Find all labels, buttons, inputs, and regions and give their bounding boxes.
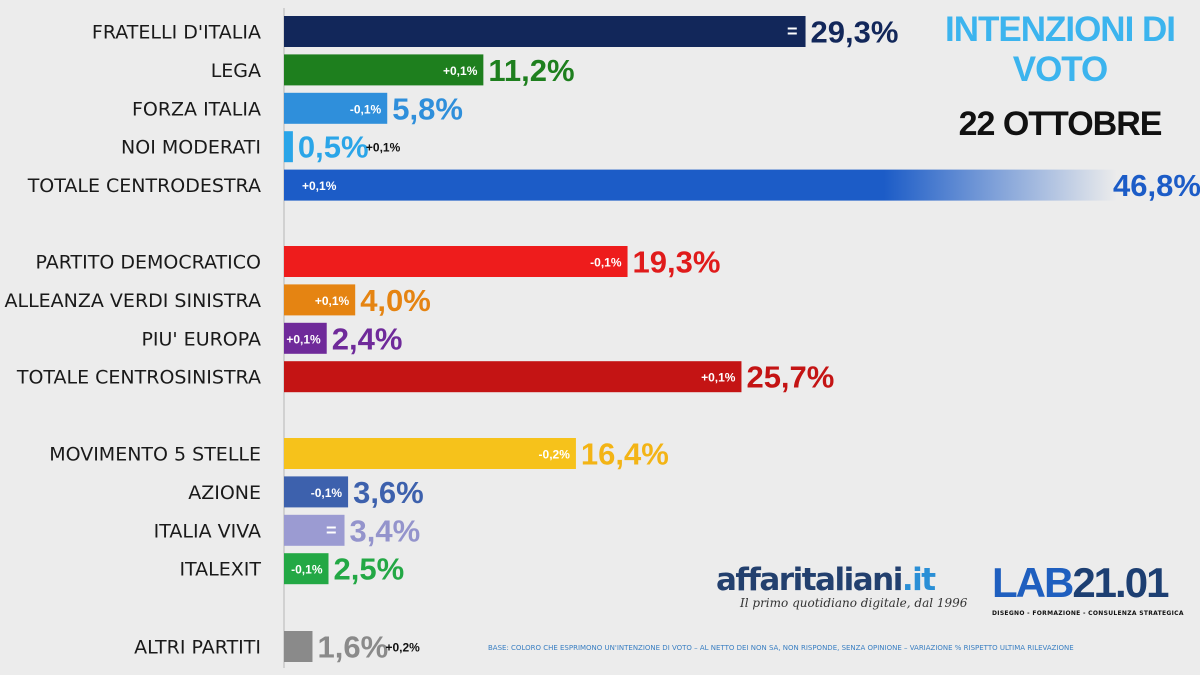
category-label: ALTRI PARTITI: [134, 637, 261, 659]
value-label: 29,3%: [811, 15, 899, 50]
change-label: +0,1%: [366, 141, 401, 155]
bar: [284, 514, 345, 546]
change-label: =: [326, 520, 337, 540]
value-label: 5,8%: [392, 91, 463, 126]
lab-prefix: LAB: [992, 559, 1074, 606]
change-label: +0,1%: [315, 294, 350, 308]
chart-title: INTENZIONI DI VOTO: [944, 10, 1176, 89]
value-label: 3,6%: [353, 475, 424, 510]
value-label: 1,6%: [317, 630, 388, 665]
value-label: 3,4%: [350, 513, 421, 548]
category-label: NOI MODERATI: [121, 137, 261, 159]
value-label: 11,2%: [488, 53, 574, 88]
bar: [284, 246, 628, 277]
category-label: MOVIMENTO 5 STELLE: [49, 444, 261, 466]
change-label: -0,1%: [590, 256, 622, 270]
change-label: -0,2%: [539, 448, 571, 462]
category-label: ITALEXIT: [179, 559, 261, 581]
bar: [284, 131, 293, 163]
change-label: =: [787, 22, 798, 42]
change-label: +0,2%: [385, 641, 420, 655]
lab-wordmark: LAB21.01: [992, 562, 1172, 604]
change-label: +0,1%: [701, 371, 736, 385]
value-label: 25,7%: [746, 360, 834, 395]
bar: [284, 553, 329, 585]
lab2101-logo: LAB21.01 DISEGNO - FORMAZIONE - CONSULEN…: [992, 562, 1184, 618]
bar: [284, 169, 1118, 201]
category-label: FORZA ITALIA: [132, 98, 261, 120]
bar: [284, 54, 484, 86]
change-label: -0,1%: [291, 563, 323, 577]
bar: [284, 322, 327, 354]
bar: [284, 16, 806, 47]
category-label: AZIONE: [188, 482, 261, 504]
bar: [284, 92, 388, 124]
bar: [284, 361, 742, 393]
category-label: PIU' EUROPA: [141, 328, 261, 350]
category-label: PARTITO DEMOCRATICO: [35, 252, 261, 274]
value-label: 46,8%: [1113, 168, 1200, 203]
category-label: TOTALE CENTRODESTRA: [27, 175, 261, 197]
brand-tld: .it: [901, 562, 936, 598]
bar: [284, 631, 313, 662]
value-label: 19,3%: [633, 245, 721, 280]
value-label: 2,4%: [332, 321, 403, 356]
footnote: BASE: COLORO CHE ESPRIMONO UN'INTENZIONE…: [488, 644, 1074, 652]
value-label: 2,5%: [334, 552, 405, 587]
category-label: TOTALE CENTROSINISTRA: [16, 367, 261, 389]
brand-name: affaritaliani: [716, 562, 903, 598]
lab-tagline: DISEGNO - FORMAZIONE - CONSULENZA STRATE…: [992, 610, 1184, 617]
value-label: 16,4%: [581, 437, 669, 472]
affaritaliani-wordmark: affaritaliani.it: [716, 562, 976, 598]
change-label: +0,1%: [302, 179, 337, 193]
bar: [284, 476, 349, 508]
value-label: 4,0%: [360, 283, 431, 318]
affaritaliani-logo: affaritaliani.it Il primo quotidiano dig…: [716, 562, 976, 610]
change-label: +0,1%: [443, 64, 478, 78]
chart-date: 22 OTTOBRE: [958, 105, 1163, 143]
brand-tagline: Il primo quotidiano digitale, dal 1996: [740, 596, 968, 610]
category-label: FRATELLI D'ITALIA: [92, 22, 261, 44]
category-label: ALLEANZA VERDI SINISTRA: [5, 290, 262, 312]
change-label: -0,1%: [311, 486, 343, 500]
category-label: ITALIA VIVA: [154, 520, 261, 542]
value-label: 0,5%: [298, 130, 369, 165]
bar: [284, 284, 356, 316]
bar: [284, 438, 576, 469]
lab-suffix: 21.01: [1072, 559, 1169, 606]
change-label: +0,1%: [286, 332, 321, 346]
category-label: LEGA: [211, 60, 261, 82]
change-label: -0,1%: [350, 102, 382, 116]
